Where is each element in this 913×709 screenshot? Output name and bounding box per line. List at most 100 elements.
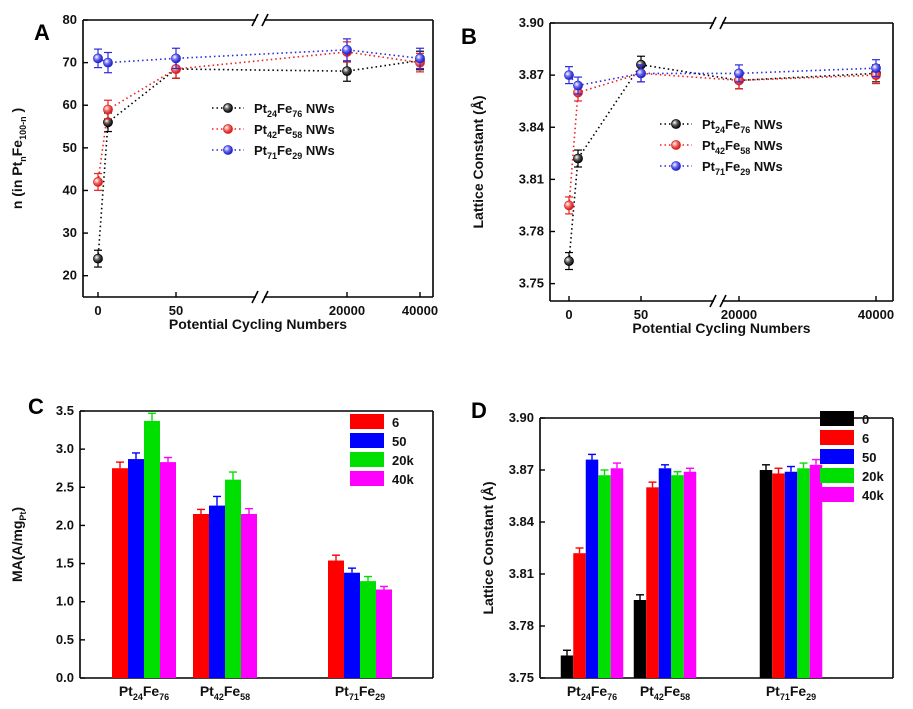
panel-c-bar-pt42fe58-6	[193, 513, 209, 678]
panel-a-ytick-label: 80	[63, 12, 77, 27]
panel-a-line-pt42fe58	[97, 51, 421, 183]
panel-d-legend-label-0: 0	[862, 412, 869, 427]
panel-a-xtick-label: 20000	[329, 303, 365, 318]
panel-c-xtick-label-pt42fe58: Pt42Fe58	[200, 683, 250, 702]
panel-b-xtick-label: 40000	[858, 307, 894, 322]
panel-d-bar-pt42fe58-40k	[683, 471, 697, 678]
panel-b-legend-marker	[671, 161, 681, 171]
panel-c-legend-label-20k: 20k	[392, 453, 414, 468]
panel-b-line-pt42fe58	[568, 72, 877, 206]
panel-d-xtick-label-pt71fe29: Pt71Fe29	[766, 683, 816, 702]
panel-a-point-pt42fe58	[93, 177, 103, 187]
panel-b-letter: B	[461, 24, 477, 49]
panel-b-legend-marker	[671, 119, 681, 129]
panel-d-bar-pt24fe76-6	[573, 553, 586, 678]
panel-d-ytick-label: 3.87	[509, 462, 534, 477]
panel-b-axis-break-b1	[719, 16, 727, 30]
panel-a-point-pt71fe29	[342, 44, 352, 55]
panel-a-series-pt42fe58: Pt42Fe58 NWs	[93, 41, 425, 191]
panel-b-legend-marker	[671, 140, 681, 150]
panel-d-legend-swatch-0	[820, 411, 854, 426]
panel-d-ytick-label: 3.75	[509, 670, 534, 685]
panel-c-legend-swatch-6	[350, 414, 384, 429]
panel-c-xtick-label-pt24fe76: Pt24Fe76	[119, 683, 169, 702]
panel-c-bar-pt24fe76-40k	[160, 462, 176, 678]
panel-b-xtick-label: 0	[565, 307, 572, 322]
panel-b-point-pt42fe58	[564, 200, 574, 211]
panel-a-point-pt71fe29	[171, 53, 181, 64]
panel-b-ytick-label: 3.81	[519, 171, 544, 186]
panel-a-ytick-label: 70	[63, 55, 77, 70]
panel-d-bar-pt24fe76-40k	[610, 468, 624, 678]
panel-c-ytick-label: 1.0	[56, 594, 74, 609]
panel-b-xtick-label: 50	[634, 307, 648, 322]
panel-d: 3.75 3.78 3.81 3.84 3.87 3.90 Lattice Constant…	[471, 398, 894, 702]
panel-a-letter: A	[34, 20, 50, 45]
panel-d-bar-pt24fe76-20k	[598, 475, 611, 678]
panel-d-bar-pt42fe58-20k	[671, 475, 684, 678]
panel-b-point-pt71fe29	[871, 63, 881, 74]
panel-b-ylabel: Lattice Constant (Å)	[470, 96, 486, 229]
panel-a-line-pt24fe76	[97, 59, 421, 259]
panel-b-ytick-label: 3.90	[519, 15, 544, 30]
panel-c-ytick-label: 3.0	[56, 441, 74, 456]
panel-b-xlabel: Potential Cycling Numbers	[632, 320, 810, 336]
panel-a-xlabel: Potential Cycling Numbers	[169, 316, 347, 332]
panel-d-legend-swatch-40k	[820, 487, 854, 502]
panel-a-point-pt71fe29	[93, 53, 103, 64]
panel-a-ytick-label: 30	[63, 225, 77, 240]
panel-d-ytick-label: 3.81	[509, 566, 534, 581]
panel-b-legend-label-pt24fe76: Pt24Fe76 NWs	[702, 117, 783, 135]
panel-d-bar-pt24fe76-50	[585, 459, 599, 678]
panel-d-legend-swatch-20k	[820, 468, 854, 483]
panel-a-xtick-label: 50	[169, 303, 183, 318]
panel-a-legend-marker	[223, 103, 233, 113]
panel-a-axis-break-b1	[261, 13, 269, 27]
panel-c-bar-pt24fe76-20k	[144, 420, 160, 678]
panel-c-bar-pt42fe58-50	[209, 505, 225, 678]
panel-d-bar-pt71fe29-20k	[797, 468, 810, 678]
panel-b-point-pt71fe29	[734, 68, 744, 79]
panel-c-bar-pt71fe29-40k	[376, 589, 392, 678]
panel-a-axis-break-b0	[261, 290, 269, 304]
panel-d-xtick-label-pt24fe76: Pt24Fe76	[567, 683, 617, 702]
panel-b: 3.75 3.78 3.81 3.84 3.87 3.90 0 50 20000 40000 Pot…	[461, 15, 894, 336]
panel-d-ytick-label: 3.78	[509, 618, 534, 633]
panel-a-ytick-label: 50	[63, 140, 77, 155]
panel-a-legend-label-pt24fe76: Pt24Fe76 NWs	[254, 101, 335, 119]
panel-d-bar-pt42fe58-0	[633, 600, 647, 678]
panel-d-letter: D	[471, 398, 487, 423]
panel-d-ytick-label: 3.90	[509, 410, 534, 425]
panel-c-letter: C	[28, 394, 44, 419]
panel-a: 20 30 40 50 60 70 80 0 50 20000 40000 Potential Cyc…	[9, 12, 438, 332]
panel-d-xtick-label-pt42fe58: Pt42Fe58	[640, 683, 690, 702]
panel-b-series-pt71fe29: Pt71Fe29 NWs	[564, 59, 881, 177]
panel-d-legend-label-40k: 40k	[862, 488, 884, 503]
panel-a-ytick-label: 20	[63, 268, 77, 283]
panel-c-bar-pt24fe76-6	[112, 468, 128, 678]
panel-b-ytick-label: 3.75	[519, 276, 544, 291]
panel-c-legend-label-40k: 40k	[392, 472, 414, 487]
panel-a-line-pt71fe29	[97, 49, 421, 64]
panel-d-ylabel: Lattice Constant (Å)	[480, 482, 496, 615]
panel-b-point-pt71fe29	[573, 80, 583, 91]
panel-d-bar-pt42fe58-6	[646, 487, 659, 678]
panel-b-point-pt71fe29	[564, 70, 574, 81]
panel-b-ytick-label: 3.87	[519, 67, 544, 82]
panel-c-legend-swatch-40k	[350, 471, 384, 486]
panel-c-bar-pt71fe29-20k	[360, 581, 376, 678]
panel-a-ytick-label: 40	[63, 182, 77, 197]
panel-c-legend-swatch-20k	[350, 452, 384, 467]
panel-d-bar-pt24fe76-0	[560, 655, 574, 678]
panel-b-ytick-label: 3.84	[519, 119, 545, 134]
panel-a-legend-marker	[223, 124, 233, 134]
panel-d-legend-label-20k: 20k	[862, 469, 884, 484]
panel-a-series-pt24fe76: Pt24Fe76 NWs	[93, 50, 425, 268]
panel-d-legend-swatch-6	[820, 430, 854, 445]
panel-c-bar-pt42fe58-20k	[225, 479, 241, 678]
panel-a-axis-break-0	[251, 290, 259, 304]
panel-c-ytick-label: 0.0	[56, 670, 74, 685]
panel-a-legend-label-pt42fe58: Pt42Fe58 NWs	[254, 122, 335, 140]
panel-d-bar-pt71fe29-0	[759, 470, 773, 678]
